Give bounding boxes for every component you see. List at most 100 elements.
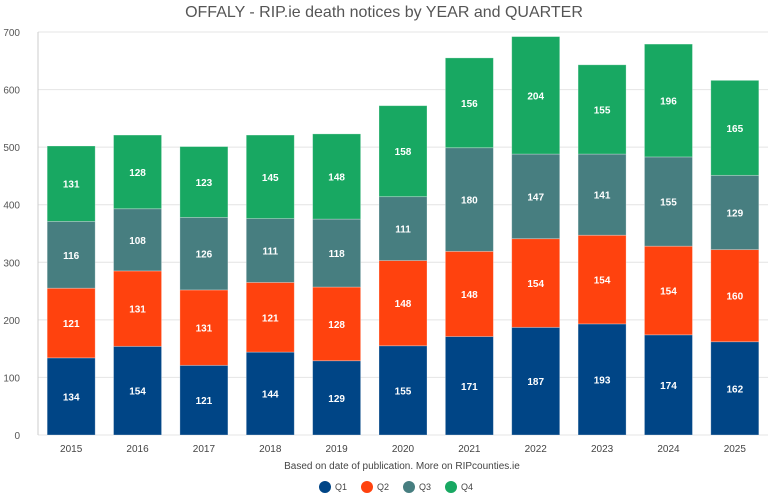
bar-segment-q3-2023 <box>577 153 627 236</box>
data-label: 148 <box>328 173 345 184</box>
x-tick-label: 2024 <box>657 444 680 455</box>
data-label: 111 <box>262 246 278 257</box>
legend-item-q2[interactable]: Q2 <box>361 481 389 493</box>
bar-segment-q1-2019 <box>312 360 362 436</box>
data-label: 155 <box>660 198 677 209</box>
data-label: 111 <box>395 225 411 236</box>
bar-segment-q4-2015 <box>46 145 96 222</box>
x-tick-label: 2021 <box>458 444 481 455</box>
y-tick-label: 100 <box>3 373 20 384</box>
chart-footnote: Based on date of publication. More on RI… <box>284 461 520 472</box>
bar-segment-q4-2017 <box>179 146 229 218</box>
data-label: 154 <box>527 279 544 290</box>
bar-segment-q2-2019 <box>312 286 362 362</box>
bar-segment-q2-2020 <box>378 260 428 347</box>
x-tick-label: 2022 <box>525 444 548 455</box>
data-label: 147 <box>527 192 544 203</box>
bar-segment-q4-2022 <box>511 36 561 155</box>
legend-item-q4[interactable]: Q4 <box>445 481 473 493</box>
data-label: 116 <box>63 251 80 262</box>
legend-label: Q4 <box>461 482 473 492</box>
data-label: 160 <box>726 292 743 303</box>
bar-segment-q2-2015 <box>46 287 96 359</box>
bar-segment-q3-2018 <box>245 218 295 283</box>
data-label: 131 <box>129 305 146 316</box>
data-label: 154 <box>660 286 677 297</box>
x-tick-label: 2016 <box>126 444 149 455</box>
bar-segment-q2-2021 <box>444 250 494 337</box>
data-label: 193 <box>594 375 611 386</box>
legend-item-q3[interactable]: Q3 <box>403 481 431 493</box>
bar-segment-q2-2018 <box>245 282 295 353</box>
data-label: 134 <box>63 392 80 403</box>
bar-segment-q4-2023 <box>577 64 627 155</box>
data-label: 128 <box>328 320 345 331</box>
data-label: 144 <box>262 390 279 401</box>
bar-segment-q3-2020 <box>378 196 428 261</box>
legend-label: Q1 <box>335 482 347 492</box>
y-tick-label: 300 <box>3 258 20 269</box>
data-label: 165 <box>726 124 743 135</box>
bar-segment-q3-2022 <box>511 153 561 240</box>
data-label: 154 <box>594 276 611 287</box>
data-label: 118 <box>329 249 346 260</box>
bar-segment-q1-2017 <box>179 364 229 436</box>
bar-segment-q1-2015 <box>46 357 96 436</box>
data-label: 148 <box>395 299 412 310</box>
data-label: 128 <box>129 168 146 179</box>
data-label: 156 <box>461 99 478 110</box>
data-label: 129 <box>328 394 345 405</box>
data-label: 123 <box>196 178 213 189</box>
bar-segment-q4-2024 <box>644 43 693 158</box>
legend-label: Q2 <box>377 482 389 492</box>
x-tick-label: 2025 <box>724 444 747 455</box>
bar-segment-q4-2018 <box>245 134 295 219</box>
y-tick-label: 500 <box>3 143 20 154</box>
bar-segment-q4-2025 <box>710 79 760 176</box>
data-label: 162 <box>726 384 743 395</box>
x-tick-label: 2019 <box>326 444 349 455</box>
data-label: 131 <box>196 324 213 335</box>
bar-segment-q1-2020 <box>378 345 428 436</box>
bar-segment-q2-2025 <box>710 249 760 343</box>
data-label: 155 <box>594 105 611 116</box>
bar-segment-q1-2016 <box>113 345 162 436</box>
data-label: 196 <box>660 97 677 108</box>
bar-segment-q2-2017 <box>179 289 229 366</box>
data-label: 154 <box>129 387 146 398</box>
legend-marker <box>445 481 457 493</box>
data-label: 174 <box>660 381 677 392</box>
y-tick-label: 400 <box>3 201 20 212</box>
data-label: 204 <box>527 91 544 102</box>
legend-label: Q3 <box>419 482 431 492</box>
data-label: 121 <box>262 313 279 324</box>
chart-title: OFFALY - RIP.ie death notices by YEAR an… <box>185 4 583 21</box>
legend-marker <box>403 481 415 493</box>
bar-segment-q2-2016 <box>113 270 162 347</box>
bar-segment-q4-2020 <box>378 105 428 198</box>
y-tick-label: 700 <box>3 28 20 39</box>
bar-segment-q1-2024 <box>644 334 693 436</box>
bar-segment-q3-2019 <box>312 218 362 288</box>
bar-segment-q4-2019 <box>312 133 362 220</box>
y-tick-label: 600 <box>3 86 20 97</box>
bar-segment-q1-2023 <box>577 323 627 436</box>
x-tick-label: 2023 <box>591 444 614 455</box>
data-label: 145 <box>262 173 279 184</box>
bar-segment-q2-2024 <box>644 245 693 336</box>
x-tick-label: 2017 <box>193 444 216 455</box>
bar-segment-q1-2018 <box>245 351 295 436</box>
bar-segment-q2-2023 <box>577 234 627 325</box>
data-label: 155 <box>395 386 412 397</box>
data-label: 158 <box>395 147 412 158</box>
bar-segment-q1-2025 <box>710 341 760 436</box>
bar-segment-q4-2016 <box>113 134 162 210</box>
bar-segment-q1-2021 <box>444 336 494 436</box>
bar-segment-q3-2021 <box>444 147 494 252</box>
bar-segment-q3-2025 <box>710 174 760 251</box>
data-label: 121 <box>63 319 80 330</box>
x-tick-label: 2015 <box>60 444 83 455</box>
bar-segment-q4-2021 <box>444 57 494 149</box>
legend-marker <box>361 481 373 493</box>
legend-item-q1[interactable]: Q1 <box>319 481 347 493</box>
